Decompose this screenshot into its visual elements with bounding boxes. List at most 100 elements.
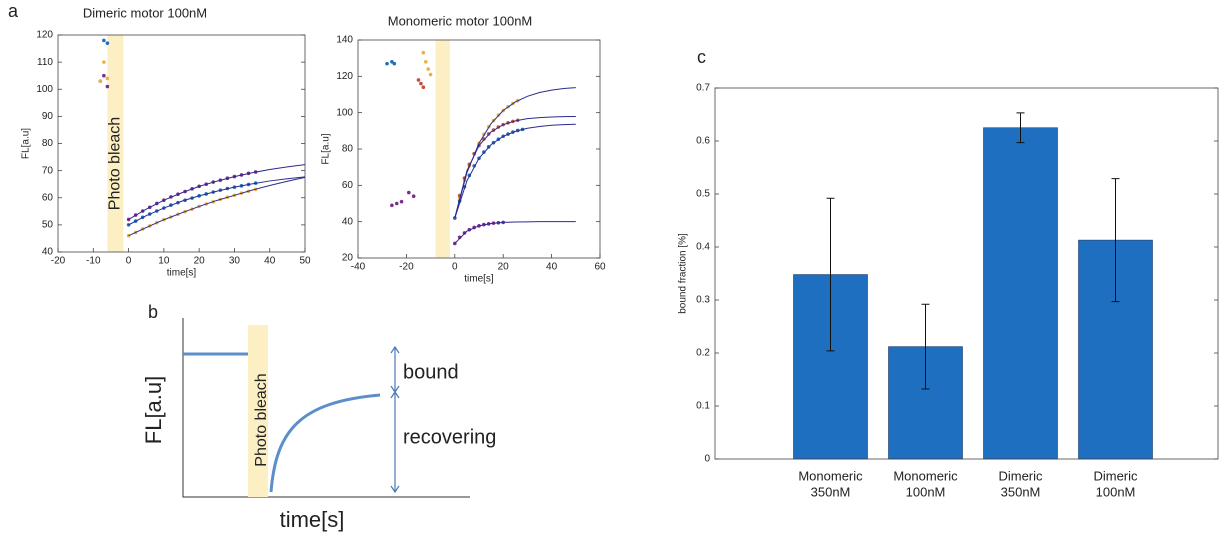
- x-tick-label: Monomeric: [798, 468, 863, 483]
- data-point: [102, 38, 106, 43]
- x-tick-label: 60: [594, 262, 606, 273]
- y-axis-label: FL[a.u]: [21, 128, 32, 159]
- data-point: [399, 199, 404, 204]
- y-tick-label: 0.1: [696, 401, 710, 412]
- data-point: [105, 76, 110, 81]
- error-bar: [921, 303, 930, 390]
- panel-label: c: [697, 47, 706, 67]
- y-tick-label: 120: [336, 71, 353, 82]
- data-point: [421, 85, 426, 90]
- error-bar: [1111, 178, 1120, 303]
- axes-box: [57, 34, 306, 253]
- y-tick-label: 60: [42, 192, 54, 203]
- y-tick-label: 80: [42, 138, 54, 149]
- x-tick-label: 0: [126, 256, 132, 267]
- x-axis-label: time[s]: [464, 274, 494, 285]
- x-tick-label: 40: [264, 256, 276, 267]
- x-tick-label: Dimeric: [998, 468, 1043, 483]
- x-tick-label: 20: [194, 256, 206, 267]
- schematic-curve: [269, 393, 381, 493]
- y-tick-label: 0.7: [696, 83, 710, 94]
- data-point: [428, 72, 433, 77]
- data-point: [416, 78, 421, 82]
- data-point: [482, 137, 486, 141]
- y-tick-label: 40: [42, 247, 54, 258]
- panel-label: a: [8, 1, 19, 21]
- y-tick-label: 110: [37, 57, 53, 68]
- y-tick-label: 0.6: [696, 136, 710, 147]
- chart-title: Monomeric motor 100nM: [388, 13, 533, 28]
- y-tick-label: 0: [704, 454, 710, 465]
- y-tick-label: 70: [42, 165, 54, 176]
- band-label: Photo bleach: [107, 117, 124, 210]
- data-point: [105, 84, 110, 89]
- axes-box: [714, 87, 1219, 460]
- schematic-axes: [182, 318, 470, 498]
- data-point: [407, 190, 411, 195]
- data-point: [426, 67, 430, 71]
- fit-line: [454, 123, 576, 219]
- schematic-label: bound: [403, 361, 459, 383]
- y-tick-label: 140: [336, 35, 353, 46]
- schematic-label: recovering: [403, 426, 496, 448]
- photobleach-band: [107, 35, 124, 252]
- fit-line: [128, 176, 306, 237]
- x-tick-label: 40: [546, 262, 558, 273]
- fit-line: [454, 221, 576, 244]
- x-tick-label: 100nM: [1096, 484, 1136, 499]
- x-tick-label: 30: [229, 256, 241, 267]
- y-tick-label: 40: [342, 216, 354, 227]
- y-tick-label: 0.3: [696, 295, 710, 306]
- x-tick-label: 350nM: [1001, 484, 1041, 499]
- y-tick-label: 0.2: [696, 348, 710, 359]
- bar: [983, 127, 1058, 460]
- error-bar: [1016, 112, 1025, 144]
- schematic-arrows: [390, 345, 400, 494]
- x-tick-label: Monomeric: [893, 468, 958, 483]
- data-point: [102, 73, 106, 78]
- y-tick-label: 20: [342, 253, 354, 264]
- data-point: [392, 61, 397, 66]
- schematic-y-label: FL[a.u]: [141, 376, 166, 444]
- y-tick-label: 0.4: [696, 242, 710, 253]
- y-tick-label: 100: [36, 84, 53, 95]
- schematic: bound recovering Photo bleach FL[a.u] ti…: [141, 318, 496, 532]
- x-tick-label: 0: [452, 262, 458, 273]
- x-tick-label: -20: [399, 262, 414, 273]
- y-tick-label: 0.5: [696, 189, 710, 200]
- x-tick-label: Dimeric: [1093, 468, 1138, 483]
- fit-line: [128, 164, 306, 220]
- data-point: [411, 194, 416, 199]
- data-point: [419, 81, 423, 86]
- chart-title: Dimeric motor 100nM: [83, 5, 207, 20]
- x-tick-label: 10: [158, 256, 170, 267]
- x-axis-label: time[s]: [167, 268, 197, 279]
- schematic-band-label: Photo bleach: [253, 373, 270, 466]
- fit-line: [454, 115, 576, 219]
- data-point: [98, 79, 103, 83]
- x-tick-label: 20: [498, 262, 510, 273]
- y-tick-label: 60: [342, 180, 354, 191]
- data-point: [421, 50, 426, 55]
- y-tick-label: 120: [36, 30, 53, 41]
- data-point: [423, 60, 428, 64]
- x-tick-label: -10: [86, 256, 101, 267]
- fit-line: [128, 176, 306, 226]
- y-axis-label: bound fraction [%]: [678, 233, 689, 314]
- schematic-x-label: time[s]: [280, 507, 345, 532]
- x-tick-label: 100nM: [906, 484, 946, 499]
- photobleach-band: [435, 40, 450, 258]
- panel-label: b: [148, 302, 158, 322]
- data-point: [385, 61, 389, 66]
- data-point: [102, 60, 106, 64]
- y-tick-label: 50: [42, 220, 54, 231]
- y-tick-label: 100: [336, 107, 353, 118]
- x-tick-label: -20: [51, 256, 66, 267]
- y-tick-label: 80: [342, 144, 354, 155]
- y-tick-label: 90: [42, 111, 54, 122]
- data-point: [390, 203, 394, 208]
- data-point: [394, 201, 399, 206]
- x-tick-label: 350nM: [811, 484, 851, 499]
- schematic-band: [248, 325, 268, 497]
